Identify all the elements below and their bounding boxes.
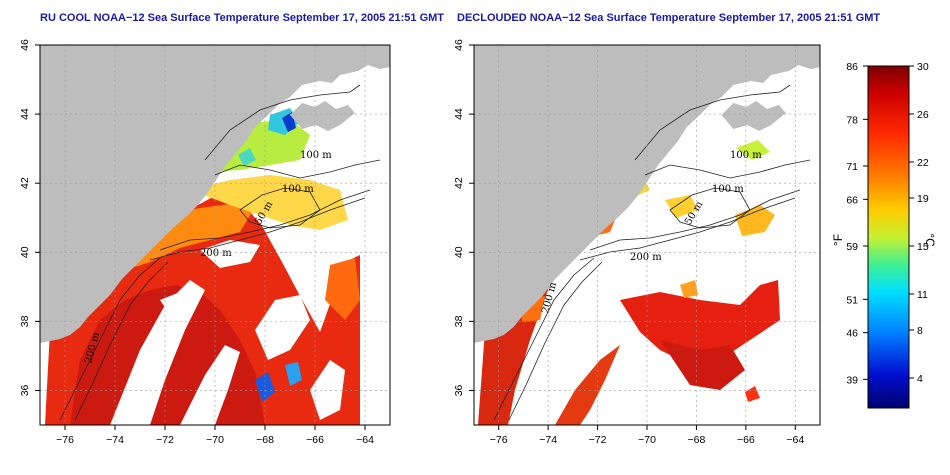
left-lat-tick-label: 46 — [19, 39, 31, 51]
right-lat-tick-label: 38 — [453, 315, 465, 327]
colorbar-fahrenheit-scale: 86 78 71 66 59 51 46 39 — [846, 61, 868, 386]
celsius-unit-label: °C — [923, 233, 937, 247]
left-map-grid — [40, 45, 390, 425]
celsius-tick-label: 26 — [917, 109, 929, 121]
fahrenheit-tick-label: 51 — [846, 294, 858, 306]
celsius-tick-label: 11 — [917, 289, 928, 301]
left-map-title: RU COOL NOAA−12 Sea Surface Temperature … — [40, 12, 445, 24]
fahrenheit-tick-label: 59 — [846, 241, 858, 253]
right-bathymetry-contours — [493, 84, 811, 421]
left-contour-label-200m-a: 200 m — [200, 248, 232, 259]
right-lat-tick-label: 36 — [453, 384, 465, 396]
left-lon-tick-label: −70 — [206, 434, 224, 446]
left-contour-label-100m-b: 100 m — [282, 184, 314, 195]
right-lon-tick-label: −64 — [786, 434, 804, 446]
left-lon-tick-label: −66 — [306, 434, 324, 446]
colorbar-gradient — [867, 65, 910, 409]
celsius-tick-label: 30 — [917, 61, 929, 73]
left-lon-tick-label: −68 — [256, 434, 274, 446]
right-lat-tick-label: 46 — [453, 39, 465, 51]
fahrenheit-tick-label: 86 — [846, 61, 858, 73]
left-lat-tick-label: 40 — [19, 246, 31, 258]
right-lon-tick-label: −70 — [638, 434, 656, 446]
right-lon-tick-label: −76 — [490, 434, 508, 446]
right-contour-label-100m-b: 100 m — [712, 184, 744, 195]
right-lat-tick-label: 40 — [453, 246, 465, 258]
fahrenheit-tick-label: 78 — [846, 114, 858, 126]
fahrenheit-tick-label: 46 — [846, 328, 858, 340]
colorbar-celsius-scale: 30 26 22 19 15 11 8 4 — [909, 61, 929, 385]
right-map-panel: 100 m 100 m 50 m 200 m 200 m −76 −74 −72 −7… — [453, 39, 821, 446]
left-lat-tick-label: 42 — [19, 177, 31, 189]
left-lon-tick-label: −72 — [156, 434, 174, 446]
left-map-axes: −76 −74 −72 −70 −68 −66 −64 36 38 40 42 44 46 — [19, 39, 374, 446]
right-lon-tick-label: −68 — [688, 434, 706, 446]
left-contour-label-100m-a: 100 m — [300, 150, 332, 161]
right-map-grid — [474, 45, 820, 425]
celsius-tick-label: 15 — [917, 241, 929, 253]
fahrenheit-tick-label: 39 — [846, 374, 858, 386]
right-lon-tick-label: −72 — [589, 434, 607, 446]
left-lat-tick-label: 38 — [19, 315, 31, 327]
right-lat-tick-label: 44 — [453, 108, 465, 120]
right-lon-tick-label: −74 — [539, 434, 557, 446]
left-map-panel: 100 m 100 m 50 m 200 m 200 m −76 −74 −72 −7… — [19, 39, 391, 446]
right-contour-label-200m-a: 200 m — [630, 252, 662, 263]
fahrenheit-unit-label: °F — [831, 234, 845, 246]
fahrenheit-tick-label: 66 — [846, 194, 858, 206]
left-lon-tick-label: −76 — [56, 434, 74, 446]
celsius-tick-label: 22 — [917, 157, 929, 169]
celsius-tick-label: 4 — [917, 373, 923, 385]
left-bathymetry-contours — [59, 84, 381, 421]
colorbar: 86 78 71 66 59 51 46 39 30 26 22 19 15 11 8 4 °F °C — [831, 61, 937, 409]
fahrenheit-tick-label: 71 — [846, 161, 858, 173]
left-lat-tick-label: 36 — [19, 384, 31, 396]
celsius-tick-label: 19 — [917, 193, 929, 205]
right-map-axes: −76 −74 −72 −70 −68 −66 −64 36 38 40 42 44 46 — [453, 39, 804, 446]
celsius-tick-label: 8 — [917, 325, 923, 337]
left-lat-tick-label: 44 — [19, 108, 31, 120]
right-map-title: DECLOUDED NOAA−12 Sea Surface Temperatur… — [457, 12, 881, 24]
left-lon-tick-label: −74 — [106, 434, 124, 446]
right-lon-tick-label: −66 — [737, 434, 755, 446]
right-lat-tick-label: 42 — [453, 177, 465, 189]
left-lon-tick-label: −64 — [356, 434, 374, 446]
